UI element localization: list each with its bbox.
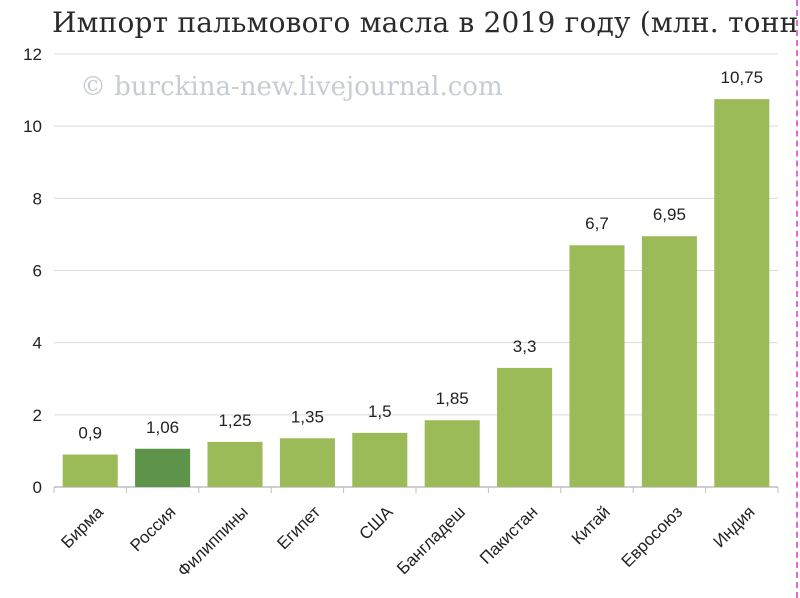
chart-title: Импорт пальмового масла в 2019 году (млн… (52, 6, 800, 39)
x-tick-label: Филиппины (174, 502, 252, 580)
x-tick-label: Россия (127, 502, 180, 555)
bar (62, 454, 118, 487)
bar (352, 432, 408, 487)
data-label: 1,5 (368, 402, 392, 421)
bar (714, 99, 770, 488)
x-tick-label: Бирма (57, 502, 107, 552)
y-tick-label: 0 (33, 478, 42, 497)
x-tick-label: Евросоюз (618, 502, 687, 571)
bar (207, 441, 263, 487)
bar (135, 448, 191, 487)
y-tick-label: 4 (33, 334, 42, 353)
y-tick-label: 10 (23, 117, 42, 136)
bar (641, 236, 697, 487)
bar (497, 367, 553, 487)
data-label: 6,95 (653, 205, 686, 224)
x-tick-label: США (355, 502, 397, 544)
y-tick-label: 8 (33, 189, 42, 208)
data-label: 6,7 (585, 214, 609, 233)
data-label: 0,9 (78, 424, 102, 443)
bar (569, 245, 625, 487)
y-tick-label: 2 (33, 406, 42, 425)
x-tick-label: Пакистан (476, 502, 541, 567)
x-tick-label: Индия (710, 502, 759, 551)
bar (424, 420, 480, 487)
x-tick-label: Китай (568, 502, 614, 548)
data-label: 1,35 (291, 407, 324, 426)
bar (279, 438, 335, 487)
data-label: 10,75 (721, 68, 764, 87)
watermark-text: © burckina-new.livejournal.com (80, 72, 503, 102)
x-tick-label: Египет (273, 502, 324, 553)
data-label: 1,06 (146, 418, 179, 437)
y-tick-label: 12 (23, 45, 42, 64)
x-tick-label: Бангладеш (393, 502, 469, 578)
dashed-border-line (796, 0, 798, 598)
data-label: 3,3 (513, 337, 537, 356)
data-label: 1,25 (218, 411, 251, 430)
y-tick-label: 6 (33, 262, 42, 281)
data-label: 1,85 (436, 389, 469, 408)
